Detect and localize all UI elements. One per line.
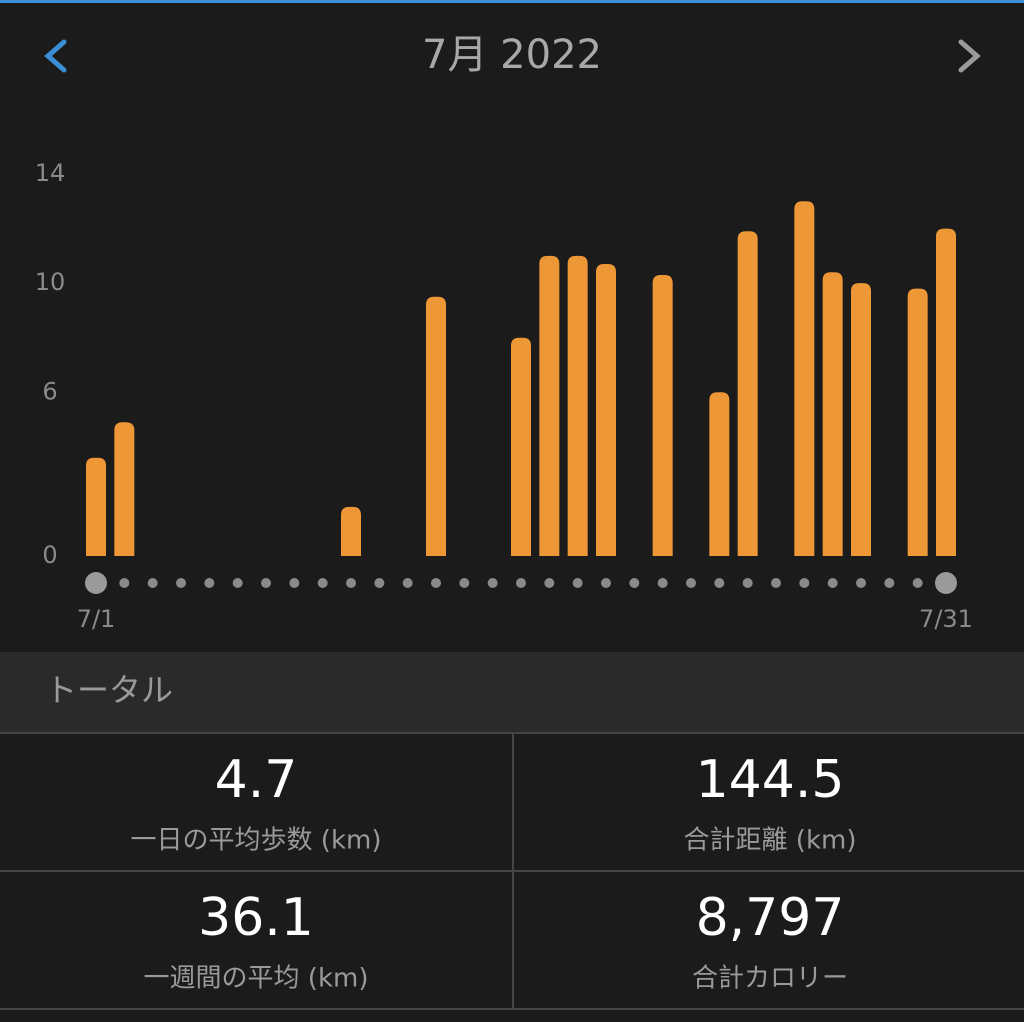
x-tick-label: 7/31 [919,605,973,633]
top-bar [0,0,1024,3]
stat-label: 合計カロリー [692,964,848,994]
bar [822,272,843,556]
day-dot [601,578,611,588]
bar [539,255,560,556]
bar [794,201,815,557]
day-dot [799,578,810,588]
stat-label: 合計距離 (km) [684,826,857,856]
y-tick-label: 0 [42,541,57,569]
day-dot [686,578,696,588]
stat-label: 一週間の平均 (km) [144,964,369,994]
day-dot [317,578,328,588]
day-dot [85,572,107,594]
bar [652,274,673,556]
next-button[interactable] [958,39,981,73]
bar [851,283,871,556]
stat-value: 4.7 [215,750,298,810]
bar [86,457,106,556]
bar [936,228,956,557]
day-dot [629,578,640,588]
bar [341,506,361,556]
day-dot [346,578,356,588]
day-dot [374,578,385,588]
bar [737,231,758,557]
day-dot [176,578,186,588]
stat-value: 8,797 [696,888,845,948]
stats: 4.7 一日の平均歩数 (km) 144.5 合計距離 (km) 36.1 一週間の平均 … [131,750,857,994]
day-dot [431,578,441,588]
summary-title: トータル [45,671,173,709]
stat-grid [0,732,1024,1010]
day-dot [204,578,215,588]
day-dot [657,578,668,588]
day-dot [884,578,895,588]
chart: 0 6 10 14 7/1 7/31 [35,159,973,633]
x-tick-label: 7/1 [77,605,116,633]
bar [114,422,135,556]
day-dot [289,578,300,588]
day-dot [771,578,781,588]
y-tick-label: 6 [42,377,57,405]
day-dot [232,578,243,588]
day-dot [572,578,583,588]
bar [567,255,588,556]
stat-label: 一日の平均歩数 (km) [131,826,382,856]
bar [709,392,730,556]
bar [596,264,616,556]
day-dot [856,578,866,588]
day-dot [261,578,271,588]
bar [426,296,446,556]
day-dot [459,578,470,588]
stat-value: 144.5 [696,750,845,810]
day-dot [147,578,158,588]
stat-value: 36.1 [198,888,314,948]
day-dot [935,572,957,594]
day-dot [516,578,526,588]
day-dot [119,578,130,588]
prev-button[interactable] [44,39,67,73]
month-title: 7月 2022 [422,32,602,78]
day-dot [487,578,498,588]
day-dot [912,578,923,588]
y-tick-label: 10 [35,268,66,296]
bar [511,337,531,556]
day-dot [742,578,753,588]
summary-header [0,652,1024,732]
day-dot [544,578,555,588]
day-dot [402,578,413,588]
day-dot [714,578,725,588]
y-tick-label: 14 [35,159,66,187]
bar [907,288,928,556]
day-dot [827,578,838,588]
